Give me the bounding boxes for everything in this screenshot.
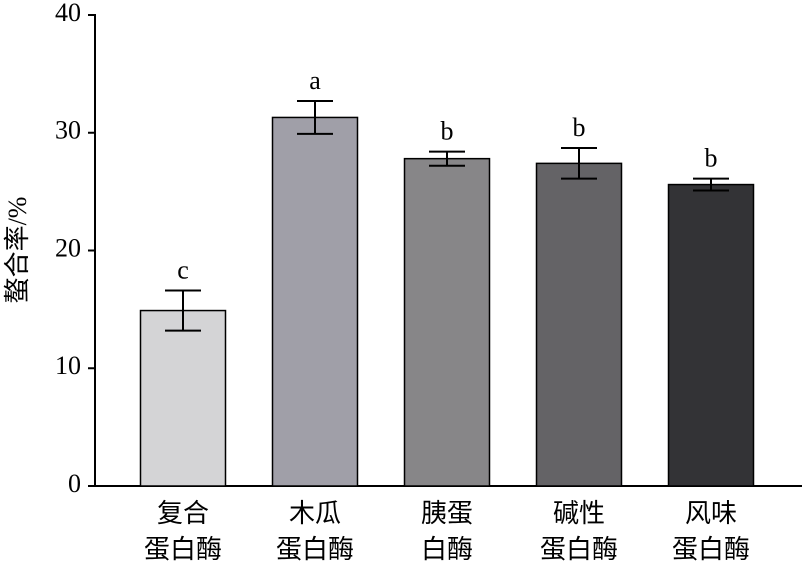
significance-label: b <box>441 117 454 146</box>
y-axis-label: 螯合率/% <box>3 197 32 304</box>
x-tick-label: 蛋白酶 <box>540 535 618 564</box>
y-tick-label: 30 <box>55 116 81 145</box>
x-tick-label: 复合 <box>157 499 209 528</box>
y-tick-label: 20 <box>55 233 81 262</box>
x-tick-label: 胰蛋 <box>421 499 473 528</box>
x-tick-label: 碱性 <box>553 499 605 528</box>
bar <box>139 309 227 487</box>
bar <box>667 183 755 487</box>
x-tick-label: 蛋白酶 <box>276 535 354 564</box>
x-tick-label: 风味 <box>685 499 737 528</box>
x-tick-label: 木瓜 <box>289 499 341 528</box>
significance-label: c <box>177 256 189 285</box>
significance-label: b <box>573 113 586 142</box>
bar <box>535 162 623 487</box>
x-tick-label: 蛋白酶 <box>144 535 222 564</box>
bar <box>403 157 491 487</box>
significance-label: a <box>309 66 321 95</box>
x-tick-label: 蛋白酶 <box>672 535 750 564</box>
significance-label: b <box>705 144 718 173</box>
y-tick-label: 40 <box>55 0 81 27</box>
y-tick-label: 10 <box>55 351 81 380</box>
y-tick-label: 0 <box>68 469 81 498</box>
bar <box>271 116 359 487</box>
x-tick-label: 白酶 <box>421 535 473 564</box>
